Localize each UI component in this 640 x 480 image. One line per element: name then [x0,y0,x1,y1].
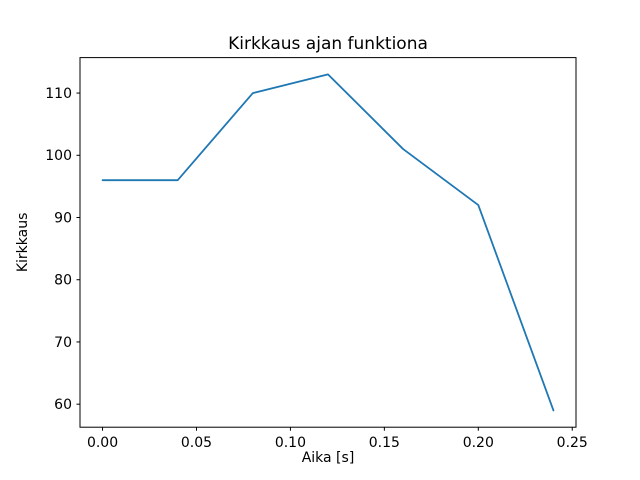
x-tick-label: 0.25 [557,435,588,451]
x-tick-label: 0.00 [87,435,118,451]
y-tick-label: 80 [54,273,72,289]
x-axis-label: Aika [s] [302,450,355,466]
y-tick-label: 110 [45,86,72,102]
plot-area [80,57,576,428]
y-axis-label: Kirkkaus [15,213,31,273]
data-line [101,73,555,412]
chart-title: Kirkkaus ajan funktiona [228,34,428,54]
data-line-layer [101,73,555,412]
y-tick-label: 90 [54,210,72,226]
y-tick-label: 60 [54,397,72,413]
x-tick-label: 0.15 [369,435,400,451]
x-tick-label: 0.20 [463,435,494,451]
x-tick-label: 0.10 [275,435,306,451]
axes-spines [79,57,577,428]
y-tick-label: 100 [45,148,72,164]
ticks-layer: 0.00 0.05 0.10 0.15 0.20 0.25 60 70 80 90 100 110 [45,86,588,451]
y-tick-label: 70 [54,335,72,351]
x-tick-label: 0.05 [181,435,212,451]
